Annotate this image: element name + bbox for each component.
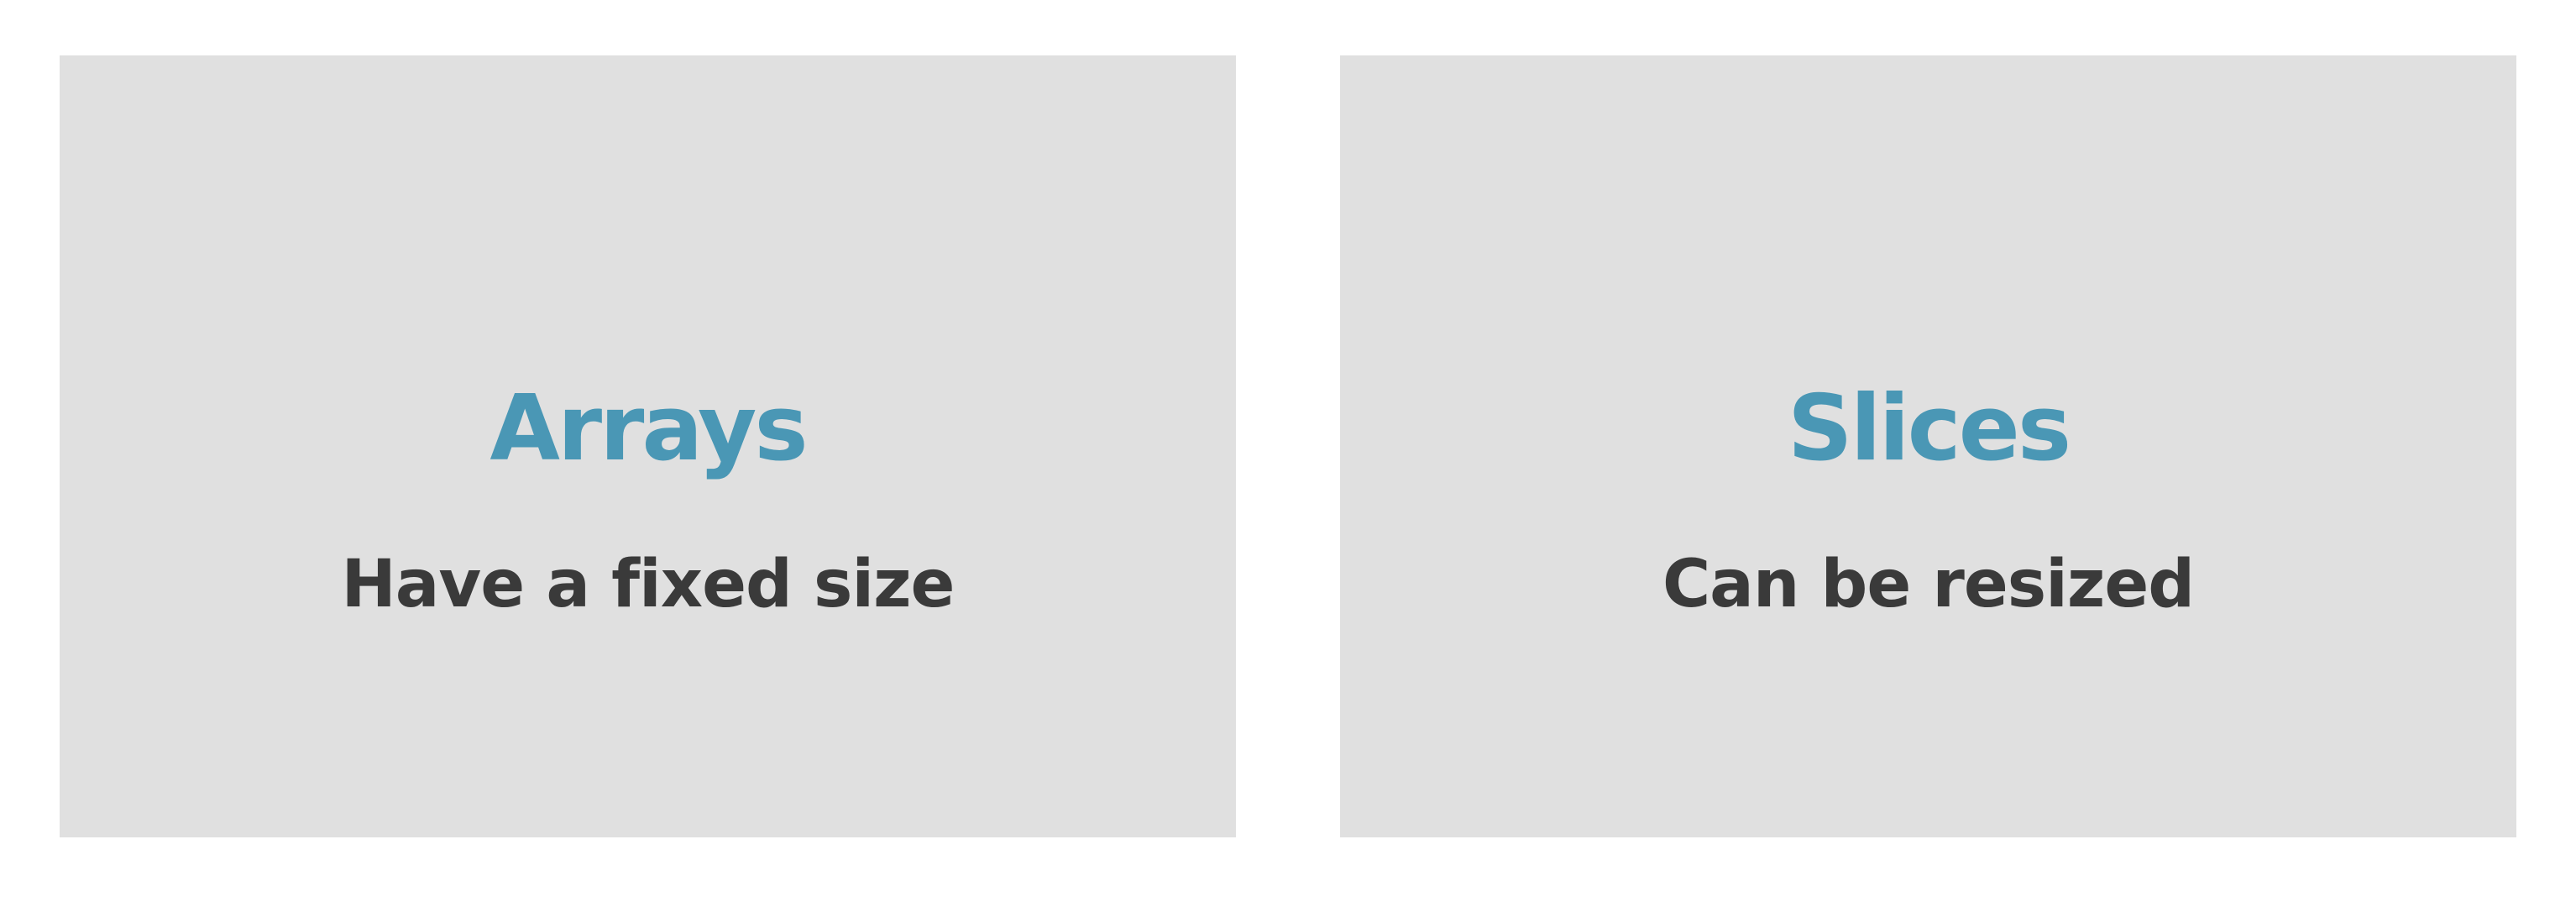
arrays-description: Have a fixed size (341, 547, 956, 622)
slices-description: Can be resized (1662, 547, 2195, 622)
slices-panel: Slices Can be resized (1340, 55, 2516, 837)
slices-title: Slices (1787, 376, 2071, 481)
arrays-panel: Arrays Have a fixed size (60, 55, 1236, 837)
arrays-title: Arrays (490, 376, 808, 481)
